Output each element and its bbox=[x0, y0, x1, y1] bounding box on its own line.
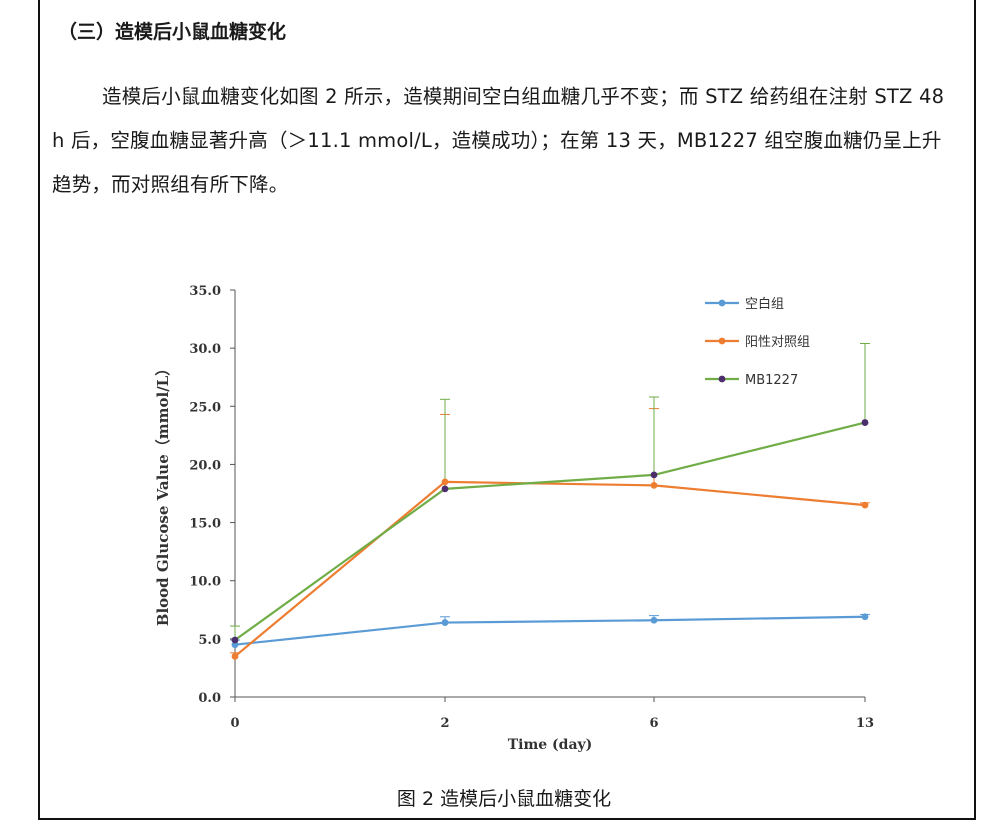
chart-series-lines bbox=[231, 419, 869, 660]
legend-marker bbox=[718, 299, 726, 307]
y-tick-label: 0.0 bbox=[198, 691, 221, 706]
data-point bbox=[231, 641, 239, 649]
y-tick-label: 35.0 bbox=[189, 284, 221, 299]
data-point bbox=[650, 481, 658, 489]
legend-label: 阳性对照组 bbox=[745, 335, 810, 350]
legend-label: MB1227 bbox=[745, 373, 798, 388]
data-point bbox=[231, 636, 239, 644]
x-tick-label: 13 bbox=[856, 716, 874, 731]
blood-glucose-chart: 0.0 5.0 10.0 15.0 20.0 25.0 30.0 35.0 0 2 6 13 空白组阳… bbox=[154, 284, 874, 753]
series-line bbox=[234, 421, 866, 641]
y-tick-label: 25.0 bbox=[189, 400, 221, 415]
data-point bbox=[441, 485, 449, 493]
x-tick-label: 0 bbox=[230, 716, 239, 731]
data-point bbox=[441, 478, 449, 486]
data-point bbox=[441, 619, 449, 626]
chart-error-bars bbox=[230, 342, 870, 657]
y-tick-label: 30.0 bbox=[189, 342, 221, 357]
y-axis-label: Blood Glucose Value（mmol/L） bbox=[154, 361, 172, 626]
body-paragraph: 造模后小鼠血糖变化如图 2 所示，造模期间空白组血糖几乎不变；而 STZ 给药组… bbox=[52, 85, 945, 196]
y-tick-label: 20.0 bbox=[189, 458, 221, 473]
x-tick-label: 6 bbox=[649, 716, 658, 731]
section-heading: （三）造模后小鼠血糖变化 bbox=[58, 21, 287, 43]
figure-caption: 图 2 造模后小鼠血糖变化 bbox=[396, 788, 612, 810]
y-tick-label: 10.0 bbox=[189, 575, 221, 590]
chart-axes: 0.0 5.0 10.0 15.0 20.0 25.0 30.0 35.0 0 2 6 13 bbox=[189, 284, 874, 731]
series-line bbox=[234, 480, 866, 658]
data-point bbox=[231, 652, 239, 660]
document-frame bbox=[38, 0, 976, 820]
data-point bbox=[861, 419, 869, 426]
x-tick-label: 2 bbox=[440, 716, 449, 731]
series-line bbox=[234, 615, 866, 646]
data-point bbox=[861, 501, 869, 509]
legend-label: 空白组 bbox=[745, 296, 784, 312]
x-axis-label: Time (day) bbox=[508, 737, 593, 753]
data-point bbox=[650, 616, 658, 624]
data-point bbox=[650, 471, 658, 479]
y-tick-label: 15.0 bbox=[189, 517, 221, 532]
legend-marker bbox=[718, 375, 726, 383]
data-point bbox=[861, 613, 869, 621]
legend-marker bbox=[718, 337, 726, 345]
y-tick-label: 5.0 bbox=[198, 633, 221, 648]
